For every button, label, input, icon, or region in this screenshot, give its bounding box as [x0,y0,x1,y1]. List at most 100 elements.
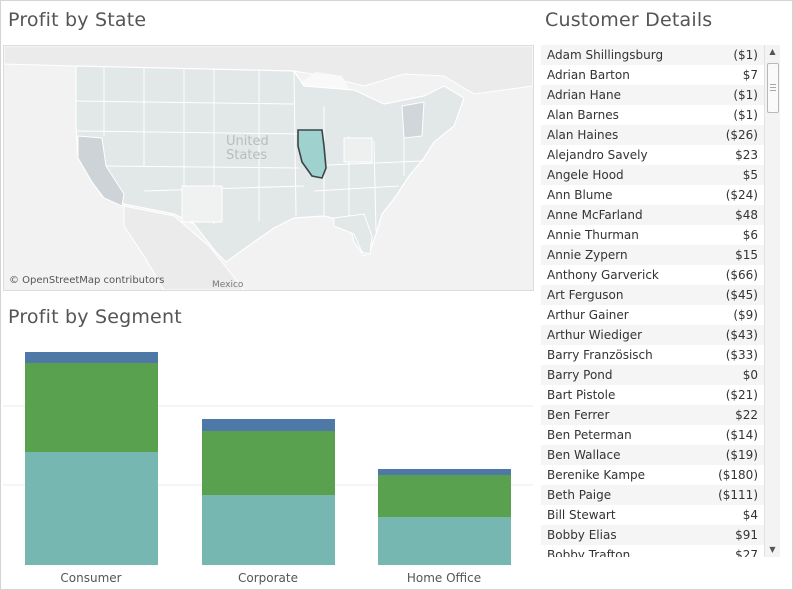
customer-row[interactable]: Anne McFarland $48 [541,205,765,225]
customer-profit: $22 [735,408,758,422]
customer-row[interactable]: Ben Peterman ($14) [541,425,765,445]
bar-consumer-middle[interactable] [25,363,158,452]
bar-corporate-bottom[interactable] [202,495,335,565]
us-landmass [75,65,465,263]
customer-name: Annie Thurman [547,228,639,242]
customer-profit: ($43) [725,328,758,342]
customer-profit: $27 [735,548,758,557]
map-title: Profit by State [8,9,147,31]
customer-name: Ben Ferrer [547,408,610,422]
customer-profit: ($26) [725,128,758,142]
customer-row[interactable]: Berenike Kampe ($180) [541,465,765,485]
segment-chart-canvas[interactable]: Consumer Corporate Home Office [3,340,533,588]
customer-profit: $15 [735,248,758,262]
customer-name: Adrian Barton [547,68,630,82]
customer-row[interactable]: Adrian Hane ($1) [541,85,765,105]
bar-corporate[interactable] [202,419,335,565]
map-canvas[interactable] [4,46,533,290]
grip-line [770,87,776,88]
customer-profit: ($33) [725,348,758,362]
customer-row[interactable]: Anthony Garverick ($66) [541,265,765,285]
customer-name: Annie Zypern [547,248,628,262]
customer-name: Adam Shillingsburg [547,48,664,62]
map-label-united: United [226,134,269,149]
grip-line [770,90,776,91]
bar-corporate-middle[interactable] [202,431,335,495]
customer-row[interactable]: Angele Hood $5 [541,165,765,185]
customer-name: Alan Haines [547,128,619,142]
customer-row[interactable]: Arthur Gainer ($9) [541,305,765,325]
customer-row[interactable]: Bill Stewart $4 [541,505,765,525]
grip-line [770,84,776,85]
customer-row[interactable]: Beth Paige ($111) [541,485,765,505]
customer-name: Ben Peterman [547,428,632,442]
customer-name: Alejandro Savely [547,148,648,162]
customer-profit: ($21) [725,388,758,402]
customer-row[interactable]: Adam Shillingsburg ($1) [541,45,765,65]
customer-name: Anne McFarland [547,208,643,222]
customer-profit: ($14) [725,428,758,442]
customer-name: Ben Wallace [547,448,621,462]
category-label-home-office: Home Office [407,571,481,585]
customer-row[interactable]: Arthur Wiediger ($43) [541,325,765,345]
mexico-land [123,205,245,290]
customer-name: Barry Pond [547,368,613,382]
map-attribution[interactable]: © OpenStreetMap contributors [9,275,165,286]
customer-row[interactable]: Annie Zypern $15 [541,245,765,265]
customer-row[interactable]: Adrian Barton $7 [541,65,765,85]
customer-row[interactable]: Ben Wallace ($19) [541,445,765,465]
state-ohio[interactable] [343,137,373,163]
customer-profit: ($66) [725,268,758,282]
customer-row[interactable]: Bart Pistole ($21) [541,385,765,405]
customer-row[interactable]: Art Ferguson ($45) [541,285,765,305]
customer-row[interactable]: Alan Barnes ($1) [541,105,765,125]
customer-row[interactable]: Alejandro Savely $23 [541,145,765,165]
customer-name: Anthony Garverick [547,268,659,282]
map-label-mexico: Mexico [212,280,244,290]
bar-consumer-top[interactable] [25,352,158,363]
customer-name: Barry Französisch [547,348,653,362]
bar-consumer-bottom[interactable] [25,452,158,565]
customer-list-scrollbar[interactable]: ▲ ▼ [764,45,780,557]
bar-corporate-top[interactable] [202,419,335,431]
customer-row[interactable]: Annie Thurman $6 [541,225,765,245]
bar-home-office-top[interactable] [378,469,511,475]
category-label-consumer: Consumer [60,571,121,585]
customer-row[interactable]: Barry Pond $0 [541,365,765,385]
customer-name: Bobby Trafton [547,548,631,557]
state-new-mexico[interactable] [181,185,223,223]
customer-name: Ann Blume [547,188,613,202]
state-california[interactable] [77,135,125,207]
customer-profit: $6 [742,228,758,242]
customer-profit: ($180) [718,468,758,482]
customer-name: Beth Paige [547,488,612,502]
scroll-thumb[interactable] [767,63,779,113]
bar-home-office[interactable] [378,469,511,565]
customer-name: Berenike Kampe [547,468,646,482]
bar-home-office-middle[interactable] [378,475,511,517]
customer-profit: ($111) [718,488,758,502]
customer-profit: ($1) [733,108,758,122]
customer-row[interactable]: Ann Blume ($24) [541,185,765,205]
scroll-down-arrow-icon[interactable]: ▼ [769,545,776,554]
customer-name: Bill Stewart [547,508,616,522]
bar-home-office-bottom[interactable] [378,517,511,565]
customer-details-list[interactable]: Adam Shillingsburg ($1) Adrian Barton $7 Adr… [541,45,765,557]
customer-row[interactable]: Bobby Trafton $27 [541,545,765,557]
customer-profit: ($24) [725,188,758,202]
profit-by-segment-chart[interactable]: Consumer Corporate Home Office [3,340,533,588]
bar-consumer[interactable] [25,352,158,565]
scroll-up-arrow-icon[interactable]: ▲ [769,47,776,56]
customer-row[interactable]: Bobby Elias $91 [541,525,765,545]
customer-row[interactable]: Ben Ferrer $22 [541,405,765,425]
state-illinois-highlighted[interactable] [297,129,327,179]
customer-profit: $7 [742,68,758,82]
profit-by-state-map[interactable]: United States Mexico © OpenStreetMap con… [3,45,534,291]
customer-name: Arthur Gainer [547,308,629,322]
state-new-york[interactable] [401,101,425,139]
customer-name: Bart Pistole [547,388,616,402]
customer-row[interactable]: Alan Haines ($26) [541,125,765,145]
state-florida[interactable] [333,213,373,255]
customer-row[interactable]: Barry Französisch ($33) [541,345,765,365]
customer-profit: $4 [742,508,758,522]
